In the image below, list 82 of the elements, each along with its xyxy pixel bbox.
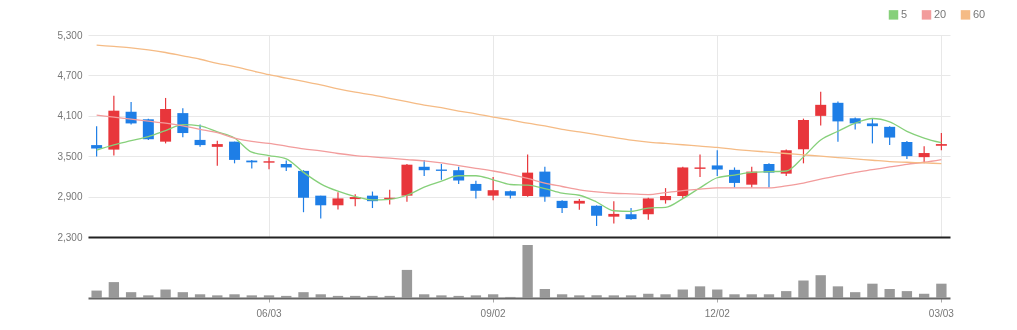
bar — [556, 294, 568, 298]
bar — [350, 295, 361, 298]
line-series — [95, 44, 943, 165]
candlestick — [763, 162, 775, 189]
bar — [643, 293, 654, 298]
bar — [574, 295, 585, 298]
y-tick-label: 2,900 — [57, 191, 83, 203]
bar — [798, 280, 809, 298]
candlestick — [832, 100, 844, 143]
bar — [918, 293, 930, 298]
bar — [384, 295, 395, 298]
bar — [401, 269, 413, 298]
bar — [746, 294, 757, 298]
x-tick-label: 12/02 — [704, 307, 731, 319]
bar — [884, 288, 895, 298]
bar — [229, 294, 240, 298]
bar — [815, 275, 826, 298]
bar — [246, 295, 257, 298]
bar — [522, 245, 533, 298]
candlestick — [263, 156, 275, 170]
bar — [660, 294, 671, 298]
bar — [729, 294, 740, 298]
bar — [625, 295, 637, 298]
bar — [470, 295, 482, 298]
bar — [177, 292, 188, 298]
bar — [936, 283, 947, 298]
bar — [677, 289, 688, 298]
bar — [487, 294, 499, 298]
candlestick — [746, 166, 758, 189]
candlestick — [694, 153, 706, 178]
bar — [108, 282, 120, 298]
bar — [298, 292, 309, 298]
bar — [436, 295, 447, 298]
bar — [850, 292, 861, 298]
candlestick — [815, 91, 827, 127]
x-tick-label: 09/02 — [480, 307, 507, 319]
bar — [591, 295, 602, 298]
bar — [901, 291, 913, 298]
candlestick — [866, 118, 878, 145]
candlestick — [487, 176, 499, 201]
bar — [694, 286, 706, 298]
bar — [315, 294, 326, 298]
bar — [453, 295, 464, 298]
y-tick-label: 2,300 — [57, 231, 83, 243]
y-tick-label: 5,300 — [57, 29, 83, 41]
legend-label: 60 — [973, 7, 986, 20]
legend-label: 5 — [901, 7, 908, 20]
bar — [608, 295, 619, 298]
bar — [763, 294, 775, 298]
candlestick — [918, 145, 930, 164]
bar — [832, 286, 844, 298]
candlestick — [608, 200, 620, 225]
y-tick-label: 4,100 — [57, 110, 83, 122]
candlestick — [211, 140, 223, 167]
bar — [539, 288, 551, 298]
bar — [212, 295, 223, 298]
candlestick — [332, 191, 344, 211]
bar — [419, 294, 430, 298]
candlestick — [194, 123, 206, 148]
bar — [867, 283, 878, 298]
candlestick — [177, 107, 189, 138]
y-tick-label: 3,500 — [57, 150, 83, 162]
candlestick — [884, 125, 896, 146]
candlestick — [470, 180, 482, 200]
y-tick-label: 4,700 — [57, 69, 83, 81]
bar — [91, 290, 102, 298]
x-tick-label: 03/03 — [928, 307, 955, 319]
bar — [781, 291, 792, 298]
bar — [712, 289, 723, 298]
bar — [160, 289, 171, 298]
bar — [332, 295, 344, 298]
candlestick — [591, 204, 603, 227]
bar — [143, 295, 154, 298]
bar — [367, 295, 378, 298]
x-tick-label: 06/03 — [256, 307, 282, 319]
bar — [281, 295, 292, 298]
legend-label: 20 — [934, 7, 947, 20]
bar — [263, 295, 275, 298]
candlestick — [91, 125, 103, 158]
candlestick — [711, 149, 723, 177]
bar — [125, 292, 137, 298]
bar — [194, 294, 206, 298]
